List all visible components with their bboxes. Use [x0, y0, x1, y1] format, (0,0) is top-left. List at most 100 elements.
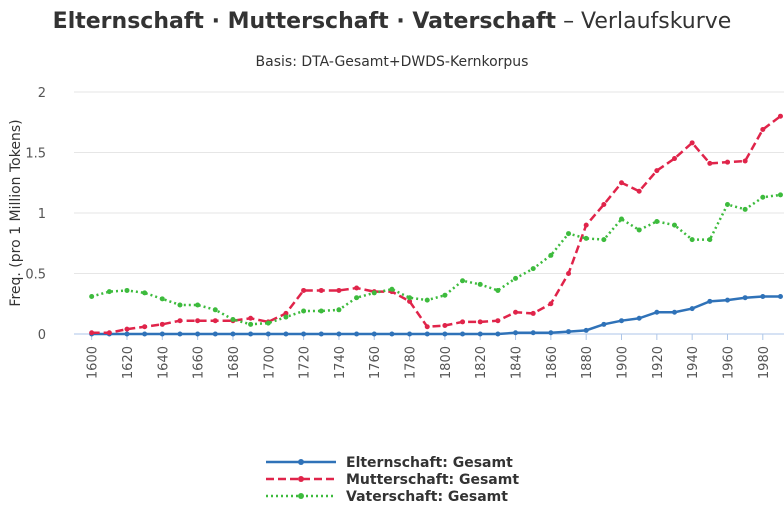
data-point	[724, 297, 730, 303]
x-tick-label: 1760	[368, 346, 383, 379]
data-point	[671, 222, 677, 228]
data-point	[477, 281, 483, 287]
data-point	[636, 227, 642, 233]
data-point	[548, 252, 554, 258]
data-point	[707, 237, 713, 243]
data-point	[371, 331, 377, 337]
data-point	[777, 113, 783, 119]
x-tick-label: 1680	[227, 346, 242, 379]
data-point	[195, 331, 201, 337]
data-point	[248, 321, 254, 327]
data-point	[566, 231, 572, 237]
data-point	[654, 218, 660, 224]
data-point	[760, 293, 766, 299]
y-tick-label: 1.5	[25, 147, 46, 162]
data-point	[619, 216, 625, 222]
data-point	[689, 140, 695, 146]
data-point	[248, 315, 254, 321]
data-point	[195, 318, 201, 324]
data-point	[777, 293, 783, 299]
data-point	[671, 156, 677, 162]
x-tick-label: 1600	[86, 346, 101, 379]
data-point	[354, 285, 360, 291]
legend-label: Mutterschaft: Gesamt	[346, 472, 519, 488]
data-point	[89, 330, 95, 336]
data-point	[742, 295, 748, 301]
x-tick-label: 1780	[404, 346, 419, 379]
x-tick-label: 1900	[616, 346, 631, 379]
data-point	[619, 180, 625, 186]
data-point	[318, 308, 324, 314]
data-point	[318, 331, 324, 337]
data-point	[477, 319, 483, 325]
data-point	[619, 318, 625, 324]
data-point	[407, 331, 413, 337]
x-tick-label: 1940	[686, 346, 701, 379]
data-point	[318, 287, 324, 293]
data-point	[742, 158, 748, 164]
data-point	[495, 318, 501, 324]
y-tick-label: 2	[38, 86, 46, 101]
x-tick-label: 1700	[262, 346, 277, 379]
data-point	[724, 202, 730, 208]
data-point	[124, 287, 130, 293]
legend-marker	[298, 493, 304, 499]
x-tick-label: 1620	[121, 346, 136, 379]
data-point	[230, 331, 236, 337]
legend-label: Vaterschaft: Gesamt	[346, 489, 508, 505]
x-tick-label: 1980	[757, 346, 772, 379]
data-point	[636, 315, 642, 321]
data-point	[283, 331, 289, 337]
x-tick-label: 1960	[721, 346, 736, 379]
data-point	[460, 319, 466, 325]
x-tick-label: 1920	[651, 346, 666, 379]
y-tick-label: 0.5	[25, 268, 46, 283]
data-point	[212, 331, 218, 337]
data-point	[389, 331, 395, 337]
series-line	[91, 193, 781, 326]
data-point	[583, 235, 589, 241]
data-point	[142, 331, 148, 337]
title-suffix: – Verlaufskurve	[563, 9, 731, 34]
data-point	[371, 290, 377, 296]
data-point	[513, 275, 519, 281]
data-point	[124, 331, 130, 337]
data-point	[424, 297, 430, 303]
data-point	[336, 331, 342, 337]
subtitle: Basis: DTA-Gesamt+DWDS-Kernkorpus	[256, 54, 529, 70]
series-line	[91, 115, 782, 335]
data-point	[177, 331, 183, 337]
data-point	[442, 323, 448, 329]
legend-marker	[298, 476, 304, 482]
data-point	[159, 321, 165, 327]
data-point	[442, 331, 448, 337]
data-point	[106, 289, 112, 295]
data-point	[407, 295, 413, 301]
data-point	[566, 329, 572, 335]
data-point	[530, 310, 536, 316]
data-point	[195, 302, 201, 308]
x-tick-label: 1640	[156, 346, 171, 379]
legend-marker	[298, 459, 304, 465]
data-point	[777, 192, 783, 198]
data-point	[354, 295, 360, 301]
data-point	[142, 290, 148, 296]
y-tick-label: 0	[38, 328, 46, 343]
x-tick-label: 1860	[545, 346, 560, 379]
data-point	[583, 222, 589, 228]
data-point	[583, 327, 589, 333]
data-point	[212, 318, 218, 324]
data-point	[424, 331, 430, 337]
data-point	[212, 307, 218, 313]
data-point	[760, 127, 766, 133]
data-point	[460, 278, 466, 284]
data-point	[495, 287, 501, 293]
data-point	[530, 330, 536, 336]
data-point	[283, 314, 289, 320]
x-tick-label: 1840	[510, 346, 525, 379]
data-point	[548, 301, 554, 307]
data-point	[177, 302, 183, 308]
data-point	[442, 292, 448, 298]
data-point	[301, 331, 307, 337]
x-tick-label: 1740	[333, 346, 348, 379]
